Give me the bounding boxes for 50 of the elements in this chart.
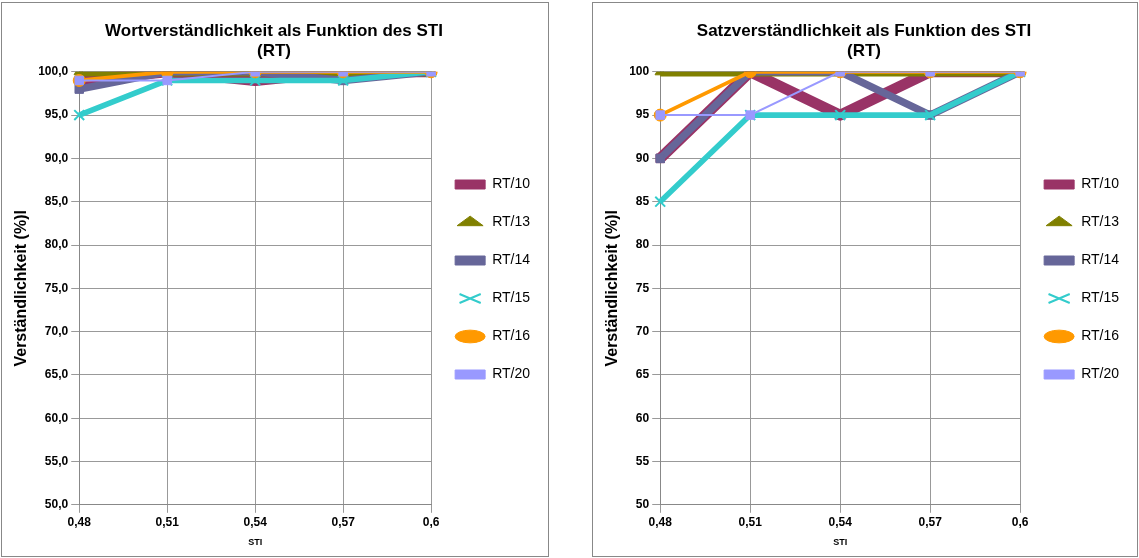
y-tick-label: 50 [635,497,650,512]
y-tick-label: 50,0 [44,497,69,512]
x-tick-label: 0,57 [918,515,943,530]
legend-label: RT/13 [492,213,531,230]
x-tick-label: 0,54 [243,515,268,530]
y-axis-title: Verständlichkeit (%)l [603,210,621,367]
y-tick-label: 90 [635,150,650,165]
y-tick-label: 70 [635,323,650,338]
y-tick-label: 75 [635,280,650,295]
x-tick-label: 0,54 [828,515,853,530]
y-tick-label: 80,0 [44,237,69,252]
x-tick-label: 0,48 [67,515,92,530]
chart-title: Satzverständlichkeit als Funktion des STI (RT) [696,20,1032,61]
y-tick-label: 100 [629,64,650,79]
y-tick-label: 55,0 [44,453,69,468]
x-tick-label: 0,6 [1011,515,1029,530]
y-tick-label: 85,0 [44,194,69,209]
y-tick-label: 95,0 [44,107,69,122]
y-tick-label: 60 [635,410,650,425]
legend-label: RT/15 [492,289,531,306]
x-tick-label: 0,6 [422,515,440,530]
x-axis-title: STI [833,537,848,548]
legend-label: RT/16 [1081,327,1120,344]
legend-label: RT/20 [492,365,531,382]
y-tick-label: 75,0 [44,280,69,295]
legend-label: RT/10 [1081,175,1120,192]
y-tick-label: 80 [635,237,650,252]
legend-label: RT/14 [492,251,531,268]
y-tick-label: 90,0 [44,150,69,165]
x-tick-label: 0,51 [155,515,180,530]
legend-label: RT/14 [1081,251,1120,268]
legend-label: RT/15 [1081,289,1120,306]
x-tick-label: 0,48 [648,515,673,530]
chart-title: Wortverständlichkeit als Funktion des STI (RT) [105,20,443,61]
y-tick-label: 95 [635,107,650,122]
legend-label: RT/16 [492,327,531,344]
legend-label: RT/10 [492,175,531,192]
y-tick-label: 60,0 [44,410,69,425]
y-tick-label: 70,0 [44,323,69,338]
legend-label: RT/13 [1081,213,1120,230]
y-axis-title: Verständlichkeit (%)l [12,210,30,367]
x-tick-label: 0,57 [331,515,356,530]
x-axis-title: STI [248,537,263,548]
y-tick-label: 55 [635,453,650,468]
y-tick-label: 85 [635,194,650,209]
x-tick-label: 0,51 [738,515,763,530]
y-tick-label: 100,0 [38,64,69,79]
y-tick-label: 65 [635,367,650,382]
legend-label: RT/20 [1081,365,1120,382]
y-tick-label: 65,0 [44,367,69,382]
